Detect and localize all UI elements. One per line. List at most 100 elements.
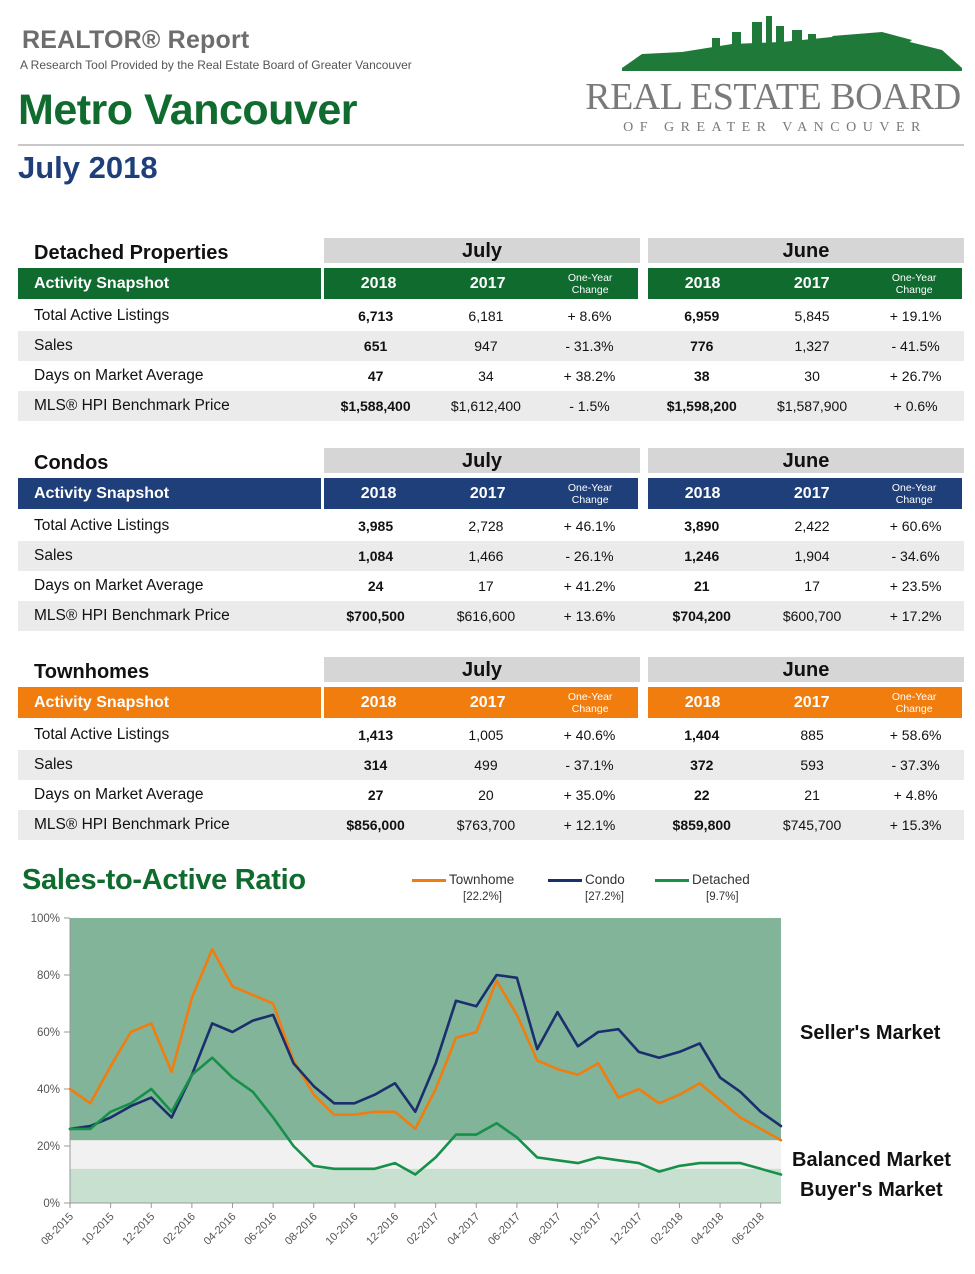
x-tick-label: 12-2016	[364, 1211, 401, 1248]
cell-previous-2018: 776	[690, 338, 714, 354]
period-header-current: July	[324, 448, 640, 473]
cell-previous-change: + 17.2%	[889, 608, 942, 624]
col-2018: 2018	[360, 275, 397, 292]
cell-current-2018: 651	[363, 338, 388, 354]
cell-current-2017: 17	[478, 578, 494, 594]
activity-snapshot-header: Activity Snapshot	[18, 268, 321, 299]
legend-label-townhome: Townhome	[449, 872, 515, 887]
x-tick-label: 04-2018	[689, 1211, 726, 1248]
zone-band-balanced-market	[70, 1140, 781, 1169]
x-tick-label: 12-2017	[608, 1211, 645, 1248]
year-columns-current: 2018 2017 One-Year Change	[324, 478, 638, 509]
x-tick-label: 04-2017	[445, 1211, 482, 1248]
table-title: Condos	[34, 452, 109, 474]
col-2018: 2018	[684, 275, 721, 292]
table-row: Sales 651 947 - 31.3% 776 1,327 - 41.5%	[18, 331, 964, 361]
series-line-detached	[68, 1056, 783, 1176]
cell-current-2018: 6,713	[358, 308, 394, 324]
legend-swatch-townhome	[412, 878, 446, 882]
activity-snapshot-label: Activity Snapshot	[34, 485, 170, 502]
legend-value-detached: [9.7%]	[706, 891, 739, 903]
zone-label-sellers: Seller's Market	[800, 1022, 941, 1044]
cell-current-2017: 947	[474, 338, 498, 354]
cell-previous-2018: $859,800	[672, 817, 731, 833]
period-header-previous: June	[648, 448, 964, 473]
activity-snapshot-label: Activity Snapshot	[34, 275, 170, 292]
col-2017: 2017	[793, 275, 830, 292]
cell-previous-2018: $1,598,200	[666, 398, 737, 414]
cell-current-2018: $700,500	[346, 608, 405, 624]
cell-previous-change: - 37.3%	[891, 757, 940, 773]
year-columns-previous: 2018 2017 One-Year Change	[648, 687, 962, 718]
zone-band-buyer-s-market	[70, 1168, 781, 1203]
col-2018: 2018	[684, 694, 721, 711]
cell-current-2018: 314	[363, 757, 388, 773]
table-row: Days on Market Average 47 34 + 38.2% 38 …	[18, 361, 964, 391]
skyline-icon	[622, 16, 962, 68]
cell-current-2018: $856,000	[346, 817, 405, 833]
x-tick-label: 10-2015	[80, 1211, 117, 1248]
y-tick-label: 100%	[31, 913, 60, 925]
legend-townhome: Townhome	[412, 872, 514, 887]
cell-previous-2018: 1,404	[684, 727, 720, 743]
x-tick-label: 08-2015	[39, 1211, 76, 1248]
year-columns-previous: 2018 2017 One-Year Change	[648, 268, 962, 299]
cell-previous-change: + 4.8%	[893, 787, 938, 803]
col-one-year-change: One-Year Change	[891, 272, 937, 296]
legend-value-townhome: [22.2%]	[463, 891, 502, 903]
report-brand: REALTOR® Report	[22, 26, 250, 54]
x-tick-label: 04-2016	[202, 1211, 239, 1248]
zone-label-buyers: Buyer's Market	[800, 1179, 943, 1201]
cell-current-2017: 1,466	[468, 548, 504, 564]
table-title: Detached Properties	[34, 242, 229, 264]
cell-previous-change: + 19.1%	[889, 308, 942, 324]
table-row: Total Active Listings 1,413 1,005 + 40.6…	[18, 720, 964, 750]
col-one-year-change: One-Year Change	[567, 482, 613, 506]
logo-wordmark: REAL ESTATE BOARD	[585, 76, 961, 118]
cell-previous-change: + 0.6%	[893, 398, 938, 414]
year-columns-current: 2018 2017 One-Year Change	[324, 687, 638, 718]
cell-previous-change: + 26.7%	[889, 368, 942, 384]
cell-current-2017: 34	[478, 368, 494, 384]
row-label: MLS® HPI Benchmark Price	[34, 816, 230, 833]
period-header-previous: June	[648, 657, 964, 682]
cell-previous-2017: $600,700	[782, 608, 842, 624]
col-2017: 2017	[793, 485, 830, 502]
x-tick-label: 08-2017	[527, 1211, 564, 1248]
period-header-current: July	[324, 657, 640, 682]
cell-current-change: + 40.6%	[563, 727, 616, 743]
col-one-year-change: One-Year Change	[891, 482, 937, 506]
y-tick-label: 40%	[37, 1084, 60, 1096]
cell-previous-2017: $1,587,900	[777, 398, 848, 414]
cell-current-change: + 12.1%	[563, 817, 616, 833]
activity-snapshot-header: Activity Snapshot	[18, 687, 321, 718]
x-tick-label: 02-2016	[161, 1211, 198, 1248]
row-label: Days on Market Average	[34, 367, 204, 384]
cell-previous-2017: 5,845	[794, 308, 830, 324]
row-label: MLS® HPI Benchmark Price	[34, 607, 230, 624]
period-header-current: July	[324, 238, 640, 263]
row-label: Total Active Listings	[34, 307, 170, 324]
activity-snapshot-label: Activity Snapshot	[34, 694, 170, 711]
cell-current-2018: 24	[367, 578, 384, 594]
cell-previous-2017: 885	[800, 727, 824, 743]
page-title: Metro Vancouver	[18, 86, 358, 134]
col-2017: 2017	[469, 485, 506, 502]
table-row: MLS® HPI Benchmark Price $700,500 $616,6…	[18, 601, 964, 631]
cell-previous-2018: 372	[690, 757, 714, 773]
legend-label-condo: Condo	[585, 872, 625, 887]
cell-previous-2018: 3,890	[684, 518, 720, 534]
legend-value-condo: [27.2%]	[585, 891, 624, 903]
x-tick-label: 12-2015	[120, 1211, 157, 1248]
cell-previous-change: + 60.6%	[889, 518, 942, 534]
period-header-previous: June	[648, 238, 964, 263]
cell-previous-2017: 30	[804, 368, 820, 384]
cell-current-2018: 47	[367, 368, 384, 384]
cell-previous-2017: 21	[804, 787, 820, 803]
y-tick-label: 0%	[43, 1198, 60, 1210]
cell-previous-2017: 17	[804, 578, 820, 594]
report-tagline: A Research Tool Provided by the Real Est…	[20, 58, 412, 72]
cell-previous-2018: 6,959	[684, 308, 720, 324]
cell-current-2017: 499	[474, 757, 498, 773]
cell-previous-2017: 1,327	[794, 338, 830, 354]
